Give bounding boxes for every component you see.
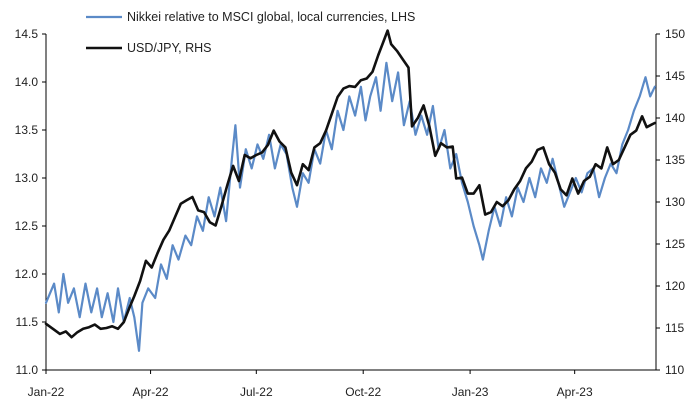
axes: 11.0 11.5 12.0 12.5 13.0 13.5 14.0 14.5 110 115 12…: [15, 27, 686, 399]
left-tick-label: 12.5: [15, 219, 39, 233]
x-tick-label: Jul-22: [240, 385, 273, 399]
left-tick-label: 14.0: [15, 75, 39, 89]
legend-label-nikkei-relative: Nikkei relative to MSCI global, local cu…: [127, 10, 415, 24]
right-tick-label: 110: [665, 363, 684, 377]
series-line-usdjpy: [44, 29, 657, 339]
right-tick-label: 130: [665, 195, 685, 209]
x-tick-label: Apr-22: [133, 385, 169, 399]
legend: Nikkei relative to MSCI global, local cu…: [86, 10, 415, 55]
series-line-nikkei-relative: [44, 61, 656, 352]
left-tick-label: 11.0: [16, 363, 39, 377]
right-tick-label: 120: [665, 279, 685, 293]
right-tick-label: 140: [665, 111, 685, 125]
right-tick-label: 125: [665, 237, 685, 251]
left-tick-label: 12.0: [15, 267, 39, 281]
left-tick-label: 14.5: [15, 27, 39, 41]
series-layer: [44, 29, 657, 352]
right-tick-label: 135: [665, 153, 685, 167]
left-tick-label: 11.5: [16, 315, 39, 329]
legend-label-usdjpy: USD/JPY, RHS: [127, 41, 212, 55]
x-tick-label: Jan-23: [452, 385, 489, 399]
x-tick-label: Apr-23: [557, 385, 593, 399]
right-tick-label: 150: [665, 27, 685, 41]
left-tick-label: 13.0: [15, 171, 39, 185]
right-tick-label: 145: [665, 69, 685, 83]
left-tick-label: 13.5: [15, 123, 39, 137]
right-tick-label: 115: [665, 321, 684, 335]
x-tick-label: Oct-22: [345, 385, 381, 399]
x-tick-label: Jan-22: [28, 385, 65, 399]
